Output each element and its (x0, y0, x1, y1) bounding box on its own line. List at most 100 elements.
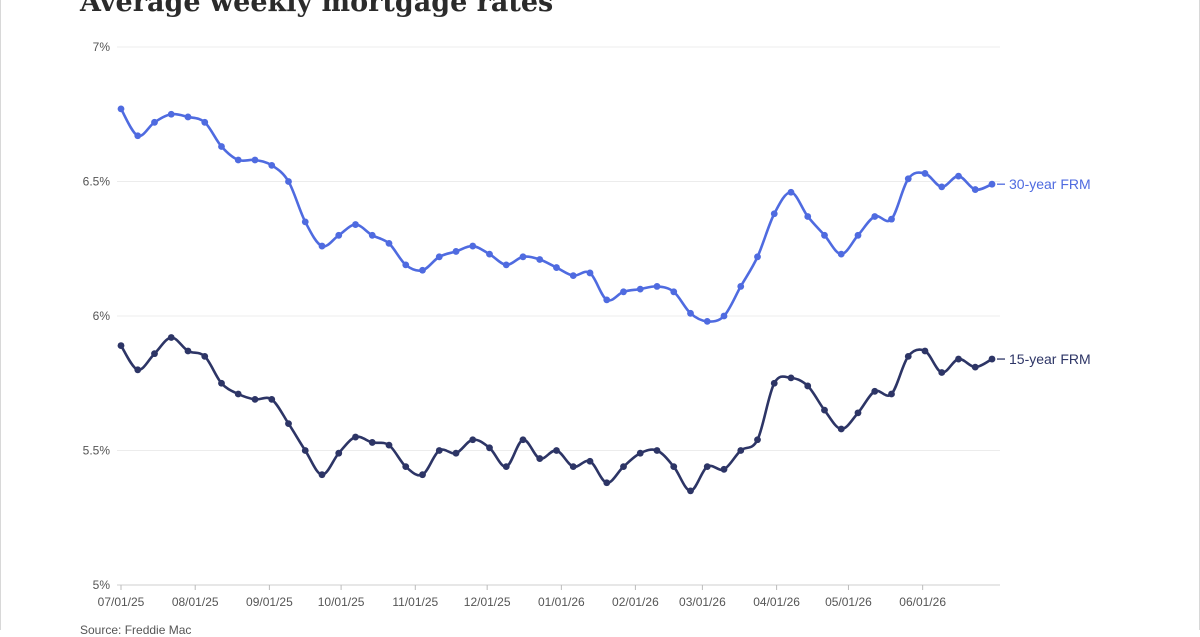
data-point-15-year (318, 471, 326, 479)
x-tick-label: 06/01/26 (899, 595, 946, 609)
data-point-30-year (201, 118, 209, 126)
data-point-30-year (151, 118, 158, 126)
data-point-30-year (486, 250, 493, 258)
data-point-30-year (603, 296, 611, 304)
x-tick-label: 08/01/25 (172, 595, 219, 609)
data-point-30-year (268, 161, 276, 169)
series-line-15-year (119, 336, 994, 493)
y-tick-label: 6.5% (83, 175, 111, 189)
data-point-15-year (335, 449, 343, 457)
data-point-15-year (787, 374, 795, 382)
data-point-15-year (151, 350, 158, 358)
data-point-15-year (687, 487, 694, 495)
data-point-30-year (636, 285, 644, 293)
data-point-15-year (938, 369, 946, 376)
data-point-30-year (335, 231, 343, 239)
data-point-30-year (352, 221, 359, 228)
data-point-30-year (670, 288, 678, 296)
data-point-30-year (804, 213, 812, 220)
data-point-15-year (603, 479, 611, 487)
data-point-15-year (402, 463, 410, 471)
data-point-15-year (871, 387, 879, 395)
y-tick-label: 6% (93, 309, 111, 323)
data-point-30-year (620, 288, 627, 296)
data-point-15-year (737, 447, 745, 454)
data-point-15-year (971, 363, 979, 371)
data-point-30-year (402, 261, 410, 269)
series-line-30-year (119, 107, 994, 323)
data-point-15-year (720, 465, 728, 473)
x-tick-label: 11/01/25 (392, 595, 438, 609)
chart-title: Average weekly mortgage rates (80, 0, 554, 18)
data-point-15-year (837, 425, 845, 433)
data-point-15-year (821, 406, 828, 414)
data-point-15-year (385, 441, 393, 449)
data-point-15-year (201, 352, 209, 360)
data-point-15-year (368, 439, 376, 446)
data-point-30-year (117, 105, 125, 113)
data-point-30-year (955, 172, 962, 180)
y-tick-label: 5% (93, 578, 111, 592)
data-point-30-year (519, 253, 527, 261)
data-point-30-year (251, 156, 259, 164)
data-point-30-year (687, 309, 694, 317)
data-point-30-year (821, 231, 828, 239)
x-tick-label: 12/01/25 (464, 595, 511, 609)
data-point-15-year (636, 449, 644, 457)
data-point-30-year (385, 239, 393, 247)
data-point-15-year (352, 433, 359, 441)
data-point-15-year (486, 444, 493, 452)
data-point-30-year (502, 261, 510, 269)
data-point-15-year (804, 382, 812, 390)
x-tick-label: 05/01/26 (825, 595, 872, 609)
data-point-30-year (218, 143, 225, 150)
data-point-15-year (569, 463, 577, 471)
data-point-30-year (703, 317, 711, 325)
x-tick-label: 03/01/26 (679, 595, 726, 609)
data-point-30-year (888, 215, 895, 223)
data-point-30-year (553, 264, 560, 271)
source-note: Source: Freddie Mac (80, 623, 192, 637)
data-point-15-year (770, 379, 778, 387)
frame-left-border (0, 0, 1, 630)
data-point-30-year (285, 178, 292, 185)
data-point-30-year (469, 242, 477, 250)
data-point-30-year (419, 266, 426, 274)
data-point-15-year (285, 420, 292, 427)
data-point-30-year (435, 253, 443, 261)
data-point-30-year (871, 213, 879, 220)
data-point-15-year (854, 409, 862, 417)
data-point-30-year (837, 250, 845, 258)
data-point-30-year (770, 210, 778, 218)
data-point-15-year (620, 463, 627, 471)
x-tick-label: 02/01/26 (612, 595, 659, 609)
data-point-30-year (234, 156, 242, 164)
data-point-15-year (921, 347, 929, 355)
data-point-15-year (435, 447, 443, 454)
data-point-30-year (368, 231, 376, 239)
data-point-30-year (938, 183, 946, 191)
x-tick-label: 04/01/26 (753, 595, 800, 609)
series-label-15-year: 15-year FRM (1009, 351, 1091, 367)
data-point-30-year (854, 231, 862, 239)
x-tick-label: 10/01/25 (318, 595, 365, 609)
data-point-30-year (653, 283, 661, 290)
data-point-30-year (904, 175, 912, 183)
x-tick-label: 07/01/25 (98, 595, 145, 609)
data-point-15-year (419, 471, 426, 479)
data-point-15-year (469, 436, 477, 444)
data-point-30-year (452, 248, 460, 255)
data-point-15-year (251, 395, 259, 403)
data-point-30-year (921, 170, 929, 177)
data-point-15-year (653, 447, 661, 454)
data-point-15-year (301, 447, 309, 454)
data-point-15-year (754, 436, 761, 444)
data-point-30-year (971, 186, 979, 193)
data-point-15-year (519, 436, 527, 444)
data-point-15-year (268, 395, 276, 403)
data-point-15-year (586, 457, 594, 465)
data-point-30-year (167, 110, 175, 118)
data-point-15-year (955, 355, 962, 363)
data-point-15-year (452, 449, 460, 457)
